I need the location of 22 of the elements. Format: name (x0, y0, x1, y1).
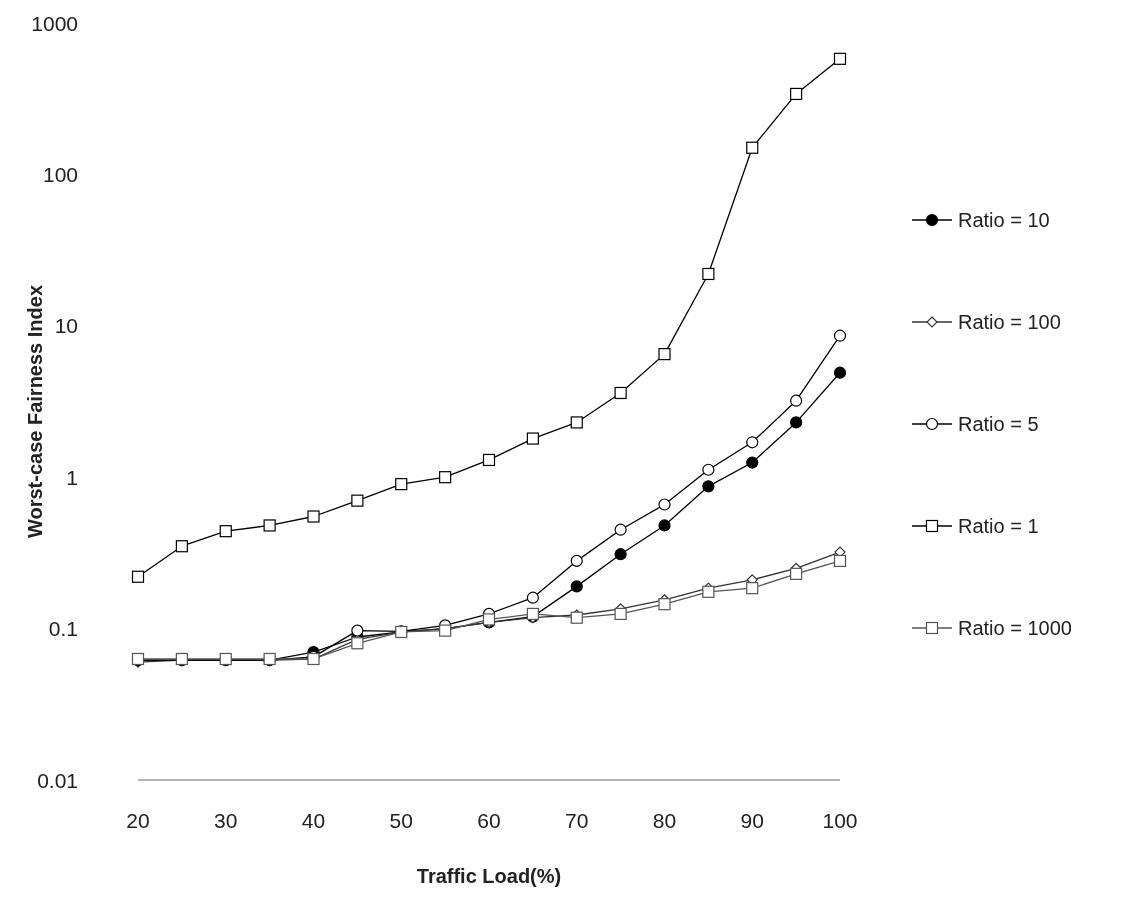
x-tick-label: 90 (740, 809, 764, 832)
y-tick-label: 1000 (31, 11, 78, 35)
x-axis-title: Traffic Load(%) (416, 865, 562, 887)
x-tick-label: 30 (214, 809, 238, 832)
x-tick-label: 100 (822, 809, 858, 832)
x-tick-label: 50 (389, 809, 413, 832)
legend-label: Ratio = 1000 (958, 617, 1072, 639)
legend-label: Ratio = 1 (958, 515, 1039, 537)
x-tick-label: 70 (565, 809, 589, 832)
x-tick-label: 80 (652, 809, 677, 832)
legend-label: Ratio = 5 (958, 413, 1039, 435)
x-tick-label: 20 (126, 809, 150, 832)
y-tick-label: 10 (54, 314, 78, 338)
legend-label: Ratio = 10 (958, 209, 1050, 231)
x-tick-label: 60 (477, 809, 501, 832)
y-tick-label: 0.01 (37, 768, 78, 792)
y-axis-title: Worst-case Fairness Index (24, 284, 46, 539)
y-tick-label: 100 (42, 162, 78, 186)
x-tick-label: 40 (301, 809, 326, 832)
y-tick-label: 1 (66, 465, 78, 489)
y-tick-label: 0.1 (48, 617, 78, 641)
legend-label: Ratio = 100 (958, 311, 1061, 333)
